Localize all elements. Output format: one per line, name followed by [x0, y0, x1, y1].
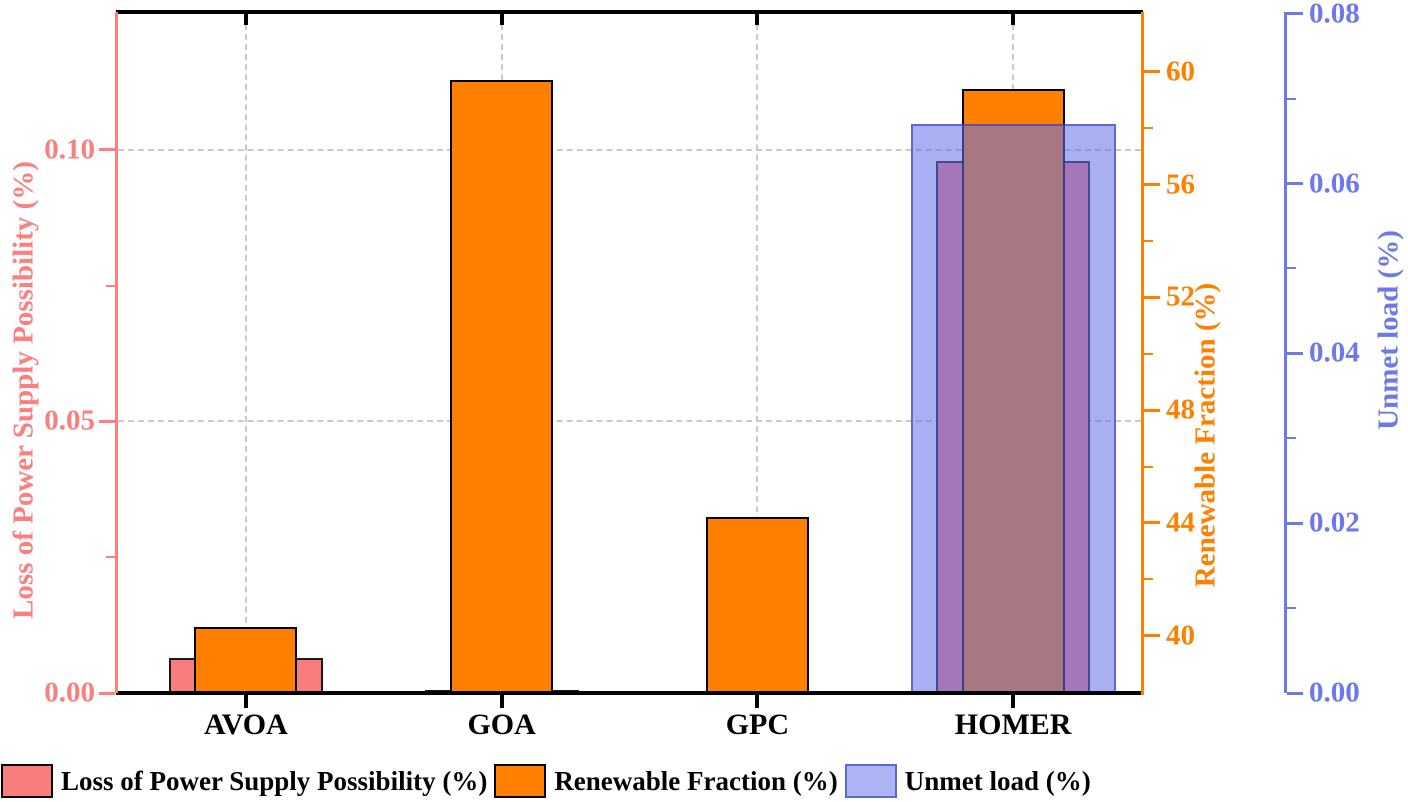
axis-major-tick — [1287, 691, 1303, 695]
legend-label-unmet-load: Unmet load (%) — [904, 765, 1091, 796]
axis-major-tick — [1144, 634, 1160, 638]
axis-major-tick — [99, 419, 115, 423]
axis-major-tick — [1287, 521, 1303, 525]
axis-tick-label: 0.05 — [44, 404, 95, 437]
x-axis-top-tick — [243, 14, 248, 25]
axis-tick-label: 60 — [1166, 55, 1195, 88]
axis-tick-label: 56 — [1166, 168, 1195, 201]
axis-major-tick — [1287, 351, 1303, 355]
gridline-vertical — [244, 24, 247, 693]
axis-minor-tick — [106, 284, 115, 287]
axis-minor-tick — [1287, 267, 1296, 270]
axis-tick-label: 0.00 — [1309, 676, 1360, 709]
axis-minor-tick — [1287, 97, 1296, 100]
axis-tick-label: 48 — [1166, 393, 1195, 426]
axis-minor-tick — [1144, 352, 1153, 355]
axis-major-tick — [1144, 183, 1160, 187]
axis-major-tick — [99, 148, 115, 152]
plot-top-spine — [116, 10, 1143, 14]
right-blue-axis-spine — [1284, 12, 1287, 693]
x-axis-top-tick — [755, 14, 760, 25]
x-axis-bottom-tick — [499, 695, 504, 708]
x-category-label: AVOA — [203, 708, 288, 741]
axis-tick-label: 0.02 — [1309, 506, 1360, 539]
axis-minor-tick — [1144, 127, 1153, 130]
axis-major-tick — [1144, 521, 1160, 525]
legend-label-lpsp: Loss of Power Supply Possibility (%) — [61, 765, 488, 796]
legend: Loss of Power Supply Possibility (%) Ren… — [1, 760, 1098, 802]
axis-major-tick — [1287, 182, 1303, 186]
axis-major-tick — [1144, 70, 1160, 74]
bar — [705, 517, 809, 693]
axis-tick-label: 0.00 — [44, 676, 95, 709]
legend-swatch-renewable-fraction — [494, 764, 547, 798]
axis-tick-label: 0.06 — [1309, 167, 1360, 200]
axis-minor-tick — [1287, 607, 1296, 610]
axis-minor-tick — [1144, 465, 1153, 468]
bar — [910, 124, 1116, 693]
axis-tick-label: 0.08 — [1309, 0, 1360, 30]
axis-major-tick — [1144, 408, 1160, 412]
x-axis-bottom-tick — [755, 695, 760, 708]
right-orange-axis-spine — [1141, 12, 1144, 695]
gridline-horizontal — [118, 420, 1141, 423]
axis-tick-label: 52 — [1166, 280, 1195, 313]
axis-minor-tick — [1144, 239, 1153, 242]
axis-minor-tick — [106, 556, 115, 559]
x-axis-bottom-tick — [243, 695, 248, 708]
axis-major-tick — [1144, 295, 1160, 299]
axis-tick-label: 0.10 — [44, 133, 95, 166]
legend-swatch-unmet-load — [844, 764, 897, 798]
left-axis-title: Loss of Power Supply Possibility (%) — [7, 161, 40, 619]
axis-tick-label: 44 — [1166, 506, 1195, 539]
bar — [450, 80, 554, 693]
x-axis-top-tick — [499, 14, 504, 25]
legend-swatch-lpsp — [1, 764, 53, 798]
axis-minor-tick — [1144, 578, 1153, 581]
legend-label-renewable-fraction: Renewable Fraction (%) — [554, 765, 838, 796]
axis-major-tick — [1287, 12, 1303, 16]
right-axis-title-unmet-load: Unmet load (%) — [1372, 230, 1405, 430]
gridline-horizontal — [118, 148, 1141, 151]
gridline-vertical — [756, 24, 759, 693]
x-category-label: HOMER — [954, 708, 1072, 741]
x-category-label: GPC — [725, 708, 790, 741]
bar — [194, 627, 298, 693]
right-axis-title-renewable-fraction: Renewable Fraction (%) — [1189, 282, 1222, 588]
plot-bottom-spine — [116, 691, 1143, 695]
axis-tick-label: 0.04 — [1309, 336, 1360, 369]
axis-tick-label: 40 — [1166, 619, 1195, 652]
axis-minor-tick — [1287, 437, 1296, 440]
axis-major-tick — [99, 691, 115, 695]
left-axis-spine — [115, 12, 118, 693]
x-axis-bottom-tick — [1011, 695, 1016, 708]
x-axis-top-tick — [1011, 14, 1016, 25]
x-category-label: GOA — [467, 708, 536, 741]
